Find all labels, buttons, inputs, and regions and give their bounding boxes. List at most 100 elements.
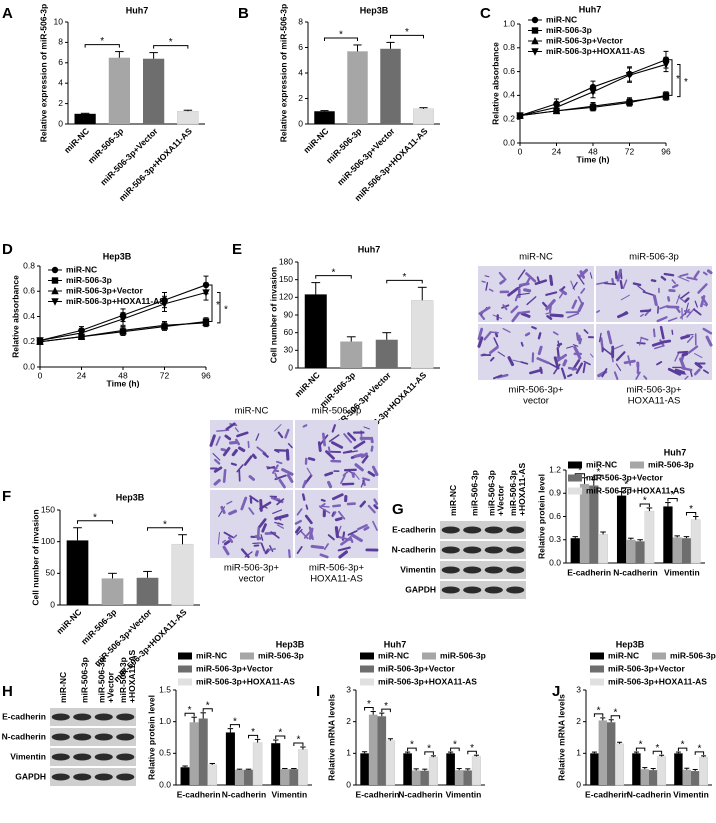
image-label: miR-NC: [519, 252, 553, 263]
y-tick-label: 150: [41, 504, 55, 514]
cell-stain: [484, 275, 490, 278]
cell-stain: [328, 434, 340, 443]
y-tick-label: 3: [576, 684, 581, 694]
bar: [649, 770, 658, 785]
micrograph: [596, 266, 712, 322]
cell-stain: [360, 479, 365, 488]
y-axis-label: Cell number of invasion: [30, 509, 40, 605]
y-tick-label: 0: [576, 779, 581, 789]
blot-strip: [50, 728, 136, 746]
x-tick-label: E-cadherin: [356, 789, 400, 799]
significance-bracket: [77, 520, 113, 524]
blot-band: [51, 773, 70, 781]
legend-swatch: [568, 474, 582, 482]
cell-stain: [230, 462, 237, 466]
cell-stain: [684, 302, 689, 315]
cell-stain: [227, 536, 234, 543]
cell-stain: [478, 306, 491, 315]
cell-stain: [553, 356, 560, 370]
cell-stain: [663, 272, 675, 277]
bar: [674, 753, 683, 785]
cell-stain: [319, 553, 329, 559]
cell-stain: [304, 514, 313, 525]
marker: [202, 318, 210, 327]
x-tick-label: miR-NC: [62, 126, 91, 155]
blot-band: [73, 753, 92, 761]
x-tick-label: miR-NC: [301, 126, 330, 155]
cell-stain: [347, 432, 357, 442]
bar: [74, 113, 96, 124]
cell-stain: [221, 539, 227, 543]
legend-swatch: [360, 652, 374, 660]
blot-strip: [50, 748, 136, 766]
blot-lane-label: +Vector: [106, 671, 116, 703]
cell-stain: [259, 501, 272, 510]
blot-band: [506, 566, 525, 574]
y-axis-label: Relative protein level: [146, 695, 156, 780]
image-label: miR-506-3p: [312, 406, 362, 417]
cell-stain: [373, 504, 379, 510]
cell-stain: [636, 341, 646, 345]
cell-stain: [693, 368, 701, 376]
marker: [51, 266, 59, 274]
cell-stain: [615, 351, 626, 362]
cell-stain: [502, 327, 511, 333]
cell-stain: [321, 432, 327, 447]
cell-stain: [571, 299, 578, 309]
blot-strip: [440, 521, 526, 539]
significance-bracket: [621, 487, 632, 491]
cell-stain: [552, 331, 559, 336]
cell-stain: [489, 331, 499, 334]
cell-stain: [693, 270, 700, 279]
bar: [446, 753, 455, 785]
blot-lane-label: miR-506-3p: [487, 470, 497, 516]
cell-stain: [694, 353, 703, 359]
cell-stain: [596, 281, 609, 285]
blot-band: [441, 546, 460, 554]
y-tick-label: 50: [46, 568, 56, 578]
cell-stain: [262, 452, 269, 458]
significance-bracket: [315, 275, 352, 279]
cell-stain: [493, 337, 499, 347]
significance-bracket: [593, 474, 604, 479]
legend-label: miR-506-3p: [258, 650, 304, 660]
significance-bracket: [217, 292, 221, 324]
cell-stain: [353, 453, 365, 458]
cell-stain: [222, 545, 230, 556]
bar: [280, 769, 290, 785]
x-tick-label: 0: [518, 146, 523, 156]
blot-row-label: E-cadherin: [392, 524, 436, 534]
y-tick-label: 2: [58, 98, 63, 108]
image-label: HOXA11-AS: [628, 396, 681, 407]
cell-stain: [317, 441, 322, 452]
legend-swatch: [422, 652, 436, 660]
legend-label: miR-506-3p+Vector: [586, 472, 663, 482]
cell-stain: [327, 534, 335, 541]
cell-stain: [254, 550, 259, 557]
legend-label: miR-NC: [586, 459, 617, 469]
cell-stain: [572, 281, 578, 289]
y-tick-label: 6: [58, 57, 63, 67]
legend-label: miR-506-3p+HOXA11-AS: [66, 296, 165, 306]
significance-bracket: [652, 750, 663, 755]
significance-label: *: [681, 740, 685, 751]
x-tick-label: N-cadherin: [222, 789, 266, 799]
x-tick-label: N-cadherin: [398, 789, 442, 799]
bar: [136, 577, 159, 605]
bar: [579, 483, 590, 563]
x-tick-label: N-cadherin: [613, 567, 657, 577]
cell-stain: [558, 292, 564, 299]
cell-stain: [489, 345, 499, 355]
x-tick-label: 96: [661, 146, 671, 156]
cell-stain: [596, 309, 601, 313]
legend-swatch: [590, 652, 604, 660]
cell-stain: [572, 344, 579, 347]
x-axis-label: Time (h): [577, 154, 610, 164]
cell-stain: [373, 498, 379, 505]
cell-stain: [294, 519, 302, 525]
blot-lane-label: miR-506-3p: [470, 470, 480, 516]
significance-bracket: [593, 713, 604, 717]
panel-letter: A: [2, 5, 13, 22]
significance-bracket: [390, 34, 424, 39]
